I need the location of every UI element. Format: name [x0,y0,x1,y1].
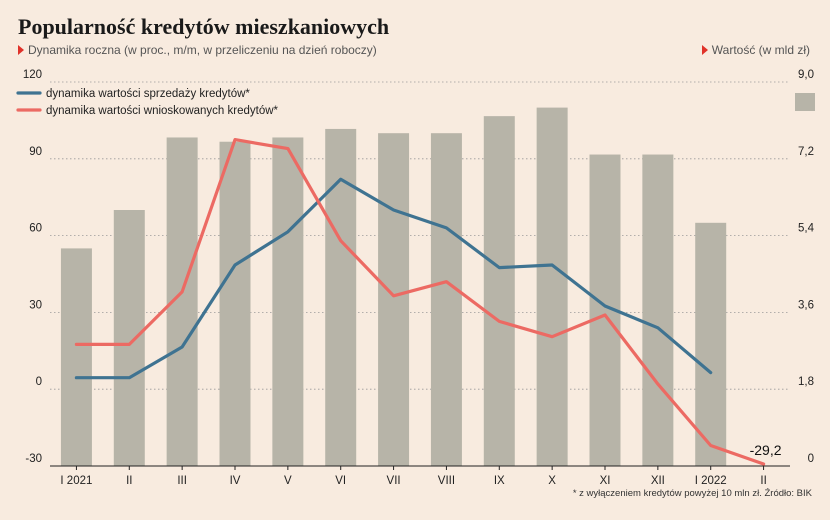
bar [642,154,674,467]
left-tick-label: -30 [25,453,42,465]
legend: dynamika wartości sprzedaży kredytów* dyn… [16,88,815,117]
bar [219,141,251,466]
left-tick-label: 120 [23,69,42,81]
legend-label: dynamika wartości sprzedaży kredytów* [46,88,250,100]
bar [272,137,304,466]
x-tick-label: II [760,475,766,487]
x-tick-label: XI [600,475,611,487]
x-tick-label: IX [494,475,505,487]
footnote: * z wyłączeniem kredytów powyżej 10 mln … [572,488,812,499]
left-tick-label: 30 [29,299,42,311]
x-tick-label: VIII [438,475,455,487]
data-labels: -29,2 [750,442,782,458]
x-tick-label: I 2022 [695,475,727,487]
legend-label: dynamika wartości wnioskowanych kredytów… [46,105,279,117]
x-tick-label: II [126,475,132,487]
bar [378,133,410,466]
right-tick-label: 0 [808,453,814,465]
chart-subtitle: Dynamika roczna (w proc., m/m, w przelic… [18,43,377,57]
data-label: -29,2 [750,442,782,458]
right-tick-label: 1,8 [798,376,814,388]
x-tick-label: V [284,475,292,487]
line-series-2 [74,138,766,466]
left-tick-label: 90 [29,146,42,158]
grid-lines [50,81,790,390]
triangle-marker-icon [701,45,708,55]
triangle-marker-icon [18,45,24,55]
subtitle-text: Dynamika roczna (w proc., m/m, w przelic… [28,43,377,57]
bar-series [60,107,727,467]
right-axis-title: Wartość (w mld zł) [701,43,810,57]
chart-title: Popularność kredytów mieszkaniowych [18,14,390,39]
bar [60,248,92,466]
x-tick-label: I 2021 [60,475,92,487]
line-series-1 [74,177,713,380]
right-axis-title-text: Wartość (w mld zł) [711,43,810,57]
x-tick-label: VI [335,475,346,487]
left-tick-label: 0 [36,376,42,388]
bar [483,116,515,466]
x-tick-label: X [548,475,556,487]
x-tick-label: IV [230,475,241,487]
right-tick-label: 5,4 [798,223,815,235]
legend-bar-swatch [795,93,815,111]
bar [536,107,568,466]
right-tick-label: 9,0 [798,69,814,81]
x-tick-label: XII [651,475,665,487]
right-tick-label: 7,2 [798,146,814,158]
bar [695,222,727,466]
bar [430,133,462,466]
line-series [74,138,766,466]
x-tick-label: III [177,475,187,487]
left-tick-label: 60 [29,223,42,235]
right-tick-label: 3,6 [798,299,814,311]
bar [113,210,145,466]
x-tick-label: VII [387,475,401,487]
